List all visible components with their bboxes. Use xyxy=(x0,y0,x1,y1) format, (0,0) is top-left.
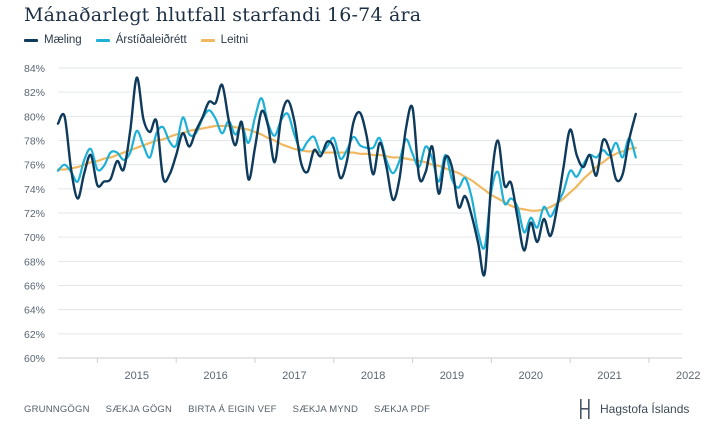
y-tick-label: 76% xyxy=(24,160,45,172)
chart-legend: Mæling Árstíðaleiðrétt Leitni xyxy=(24,34,248,46)
legend-label-measurement: Mæling xyxy=(44,34,82,46)
x-tick-label: 2018 xyxy=(361,370,385,382)
series-line-seasonally-adjusted xyxy=(56,97,637,250)
legend-swatch-measurement xyxy=(24,38,38,42)
y-tick-label: 68% xyxy=(24,256,45,268)
x-tick-label: 2015 xyxy=(125,370,149,382)
y-tick-label: 66% xyxy=(24,281,45,293)
legend-label-trend: Leitni xyxy=(220,34,249,46)
x-tick-label: 2020 xyxy=(518,370,542,382)
legend-label-seasonally-adjusted: Árstíðaleiðrétt xyxy=(115,34,187,46)
y-tick-label: 72% xyxy=(24,208,45,220)
legend-item-trend[interactable]: Leitni xyxy=(200,34,249,46)
footer-link-download-image[interactable]: SÆKJA MYND xyxy=(292,404,359,415)
y-tick-label: 80% xyxy=(24,111,45,123)
brand-name: Hagstofa Íslands xyxy=(600,402,690,416)
legend-item-measurement[interactable]: Mæling xyxy=(24,34,82,46)
y-tick-label: 82% xyxy=(24,87,45,99)
legend-swatch-trend xyxy=(200,38,215,42)
x-tick-label: 2022 xyxy=(676,370,700,382)
y-tick-label: 62% xyxy=(24,329,45,341)
hagstofa-logo-icon xyxy=(580,399,590,419)
line-chart: 60% 62% 64% 66% 68% 70% 72% 74% 76% 78% 80% 82% 84% 2… xyxy=(24,63,701,382)
series-line-measurement xyxy=(56,76,637,277)
y-tick-label: 70% xyxy=(24,232,45,244)
x-tick-label: 2019 xyxy=(440,370,464,382)
footer-link-embed[interactable]: BIRTA Á EIGIN VEF xyxy=(188,404,277,415)
footer-link-base-data[interactable]: GRUNNGÖGN xyxy=(24,404,90,415)
footer-link-download-pdf[interactable]: SÆKJA PDF xyxy=(374,404,431,415)
y-tick-label: 74% xyxy=(24,184,45,196)
series-line-trend xyxy=(56,124,637,212)
y-tick-label: 64% xyxy=(24,305,45,317)
y-tick-label: 78% xyxy=(24,136,45,148)
brand[interactable]: Hagstofa Íslands xyxy=(578,398,689,420)
legend-item-seasonally-adjusted[interactable]: Árstíðaleiðrétt xyxy=(95,34,187,46)
footer-link-download-data[interactable]: SÆKJA GÖGN xyxy=(105,404,173,415)
legend-swatch-seasonally-adjusted xyxy=(95,38,110,42)
footer-links: GRUNNGÖGN SÆKJA GÖGN BIRTA Á EIGIN VEF S… xyxy=(24,404,430,415)
y-tick-label: 60% xyxy=(24,353,45,365)
page-title: Mánaðarlegt hlutfall starfandi 16-74 ára xyxy=(24,4,422,26)
x-tick-label: 2016 xyxy=(203,370,227,382)
x-tick-label: 2017 xyxy=(282,370,306,382)
y-tick-label: 84% xyxy=(24,63,45,75)
x-tick-label: 2021 xyxy=(597,370,621,382)
